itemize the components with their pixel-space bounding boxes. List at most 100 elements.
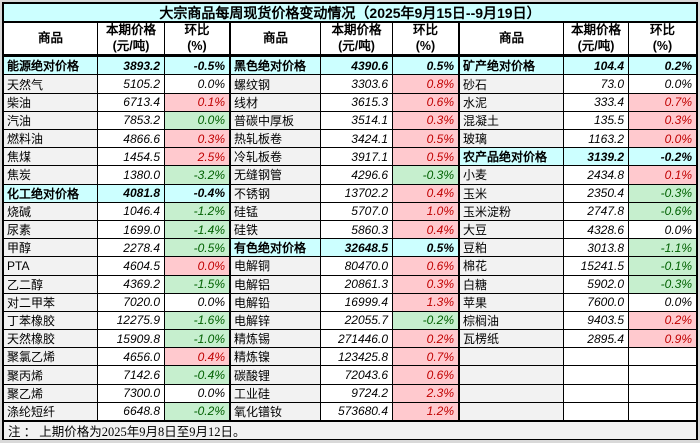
change-cell: 0.0% [165, 257, 231, 276]
price-cell: 573680.4 [321, 402, 393, 421]
commodity-name-cell: 砂石 [460, 75, 564, 94]
section-price-cell: 4081.8 [98, 184, 165, 203]
commodity-name-cell: 天然气 [4, 75, 98, 94]
header-commodity-2: 商品 [231, 23, 321, 56]
commodity-name-cell: 豆粕 [460, 239, 564, 258]
header-price-2: 本期价格 (元/吨) [321, 23, 393, 56]
change-cell: 0.0% [629, 293, 696, 312]
empty-change-cell [629, 384, 696, 403]
price-cell: 2278.4 [98, 239, 165, 258]
header-commodity-label: 商品 [262, 30, 288, 45]
change-cell: -0.3% [393, 166, 460, 185]
commodity-name-cell: 电解锌 [231, 311, 321, 331]
commodity-name-cell: 棕榈油 [460, 311, 564, 331]
header-price-line1: 本期价格 [570, 23, 621, 37]
header-change-2: 环比 (%) [393, 23, 460, 56]
price-cell: 3424.1 [321, 130, 393, 149]
header-change-line2: (%) [187, 38, 207, 53]
price-cell: 271446.0 [321, 330, 393, 349]
header-price-line1: 本期价格 [105, 23, 156, 37]
change-cell: 1.2% [393, 402, 460, 421]
change-cell: 0.4% [393, 184, 460, 203]
price-cell: 9724.2 [321, 384, 393, 403]
footnote: 注 ： 上期价格为2025年9月8日至9月12日。 [4, 421, 696, 439]
commodity-name-cell: 甲醇 [4, 239, 98, 258]
price-cell: 2895.4 [564, 330, 629, 349]
change-cell: -1.1% [629, 239, 696, 258]
price-cell: 7142.6 [98, 366, 165, 385]
empty-change-cell [629, 366, 696, 385]
price-cell: 9403.5 [564, 311, 629, 331]
commodity-name-cell: 燃料油 [4, 130, 98, 149]
empty-price-cell [564, 366, 629, 385]
empty-price-cell [564, 348, 629, 367]
header-price-line1: 本期价格 [331, 23, 382, 37]
change-cell: 0.0% [629, 75, 696, 94]
section-price-cell: 3139.2 [564, 148, 629, 167]
header-change-line1: 环比 [184, 23, 210, 37]
change-cell: 0.5% [393, 130, 460, 149]
price-cell: 135.5 [564, 111, 629, 130]
commodity-name-cell: 电解铜 [231, 257, 321, 276]
commodity-name-cell: 焦炭 [4, 166, 98, 185]
price-cell: 3615.3 [321, 93, 393, 112]
price-cell: 72043.6 [321, 366, 393, 385]
section-price-cell: 104.4 [564, 57, 629, 76]
price-cell: 5860.3 [321, 220, 393, 240]
commodity-name-cell: 硅锰 [231, 202, 321, 221]
price-cell: 15241.5 [564, 257, 629, 276]
change-cell: 0.9% [629, 330, 696, 349]
price-cell: 2350.4 [564, 184, 629, 203]
change-cell: -0.4% [165, 366, 231, 385]
price-cell: 5707.0 [321, 202, 393, 221]
commodity-name-cell: 聚丙烯 [4, 366, 98, 385]
price-cell: 2434.8 [564, 166, 629, 185]
section-change-cell: 0.2% [629, 57, 696, 76]
change-cell: 0.6% [393, 366, 460, 385]
change-cell: 0.4% [165, 348, 231, 367]
change-cell: -0.3% [629, 275, 696, 294]
change-cell: 0.0% [629, 130, 696, 149]
change-cell: -1.5% [165, 275, 231, 294]
price-cell: 1046.4 [98, 202, 165, 221]
section-change-cell: -0.5% [165, 57, 231, 76]
price-cell: 2747.8 [564, 202, 629, 221]
change-cell: 0.5% [393, 148, 460, 167]
header-price-line2: (元/吨) [112, 38, 150, 53]
header-change-3: 环比 (%) [629, 23, 696, 56]
commodity-name-cell: 冷轧板卷 [231, 148, 321, 167]
change-cell: 0.4% [393, 220, 460, 240]
price-cell: 73.0 [564, 75, 629, 94]
price-cell: 3917.1 [321, 148, 393, 167]
change-cell: 0.0% [629, 220, 696, 240]
price-cell: 4656.0 [98, 348, 165, 367]
price-cell: 7300.0 [98, 384, 165, 403]
commodity-name-cell: 白糖 [460, 275, 564, 294]
change-cell: -0.2% [165, 402, 231, 421]
commodity-name-cell: 涤纶短纤 [4, 402, 98, 421]
price-cell: 4604.5 [98, 257, 165, 276]
commodity-name-cell: 瓦楞纸 [460, 330, 564, 349]
section-change-cell: 0.5% [393, 57, 460, 76]
table-body: 能源绝对价格 3893.2 -0.5% 黑色绝对价格 4390.6 0.5% 矿产绝对价格 1… [4, 57, 696, 421]
commodity-name-cell: 尿素 [4, 220, 98, 240]
price-cell: 5902.0 [564, 275, 629, 294]
price-cell: 4328.6 [564, 220, 629, 240]
commodity-name-cell: 电解铅 [231, 293, 321, 312]
commodity-name-cell: 天然橡胶 [4, 330, 98, 349]
section-change-cell: 0.5% [393, 239, 460, 258]
price-cell: 5105.2 [98, 75, 165, 94]
price-cell: 20861.3 [321, 275, 393, 294]
header-change-line2: (%) [415, 38, 436, 53]
commodity-name-cell: 电解铝 [231, 275, 321, 294]
change-cell: -3.2% [165, 166, 231, 185]
header-change-line1: 环比 [412, 23, 438, 37]
section-name-cell: 有色绝对价格 [231, 239, 321, 258]
change-cell: 0.7% [629, 93, 696, 112]
commodity-name-cell: 玉米 [460, 184, 564, 203]
commodity-name-cell: 碳酸锂 [231, 366, 321, 385]
commodity-name-cell: 螺纹钢 [231, 75, 321, 94]
price-cell: 333.4 [564, 93, 629, 112]
change-cell: 0.3% [165, 130, 231, 149]
